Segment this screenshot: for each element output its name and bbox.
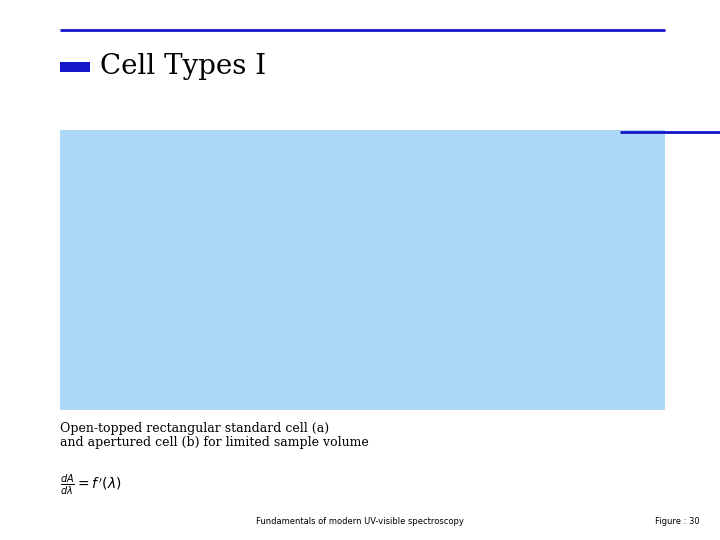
Text: and apertured cell (b) for limited sample volume: and apertured cell (b) for limited sampl…: [60, 436, 369, 449]
Bar: [60, 62, 90, 72]
Text: Cell Types I: Cell Types I: [100, 53, 266, 80]
Text: Open-topped rectangular standard cell (a): Open-topped rectangular standard cell (a…: [60, 422, 329, 435]
Text: $\frac{dA}{d\lambda} = f\,^{\prime}(\lambda)$: $\frac{dA}{d\lambda} = f\,^{\prime}(\lam…: [60, 473, 122, 497]
Text: Figure : 30: Figure : 30: [655, 517, 700, 526]
Bar: [60, 130, 665, 410]
Text: Fundamentals of modern UV-visible spectroscopy: Fundamentals of modern UV-visible spectr…: [256, 517, 464, 526]
